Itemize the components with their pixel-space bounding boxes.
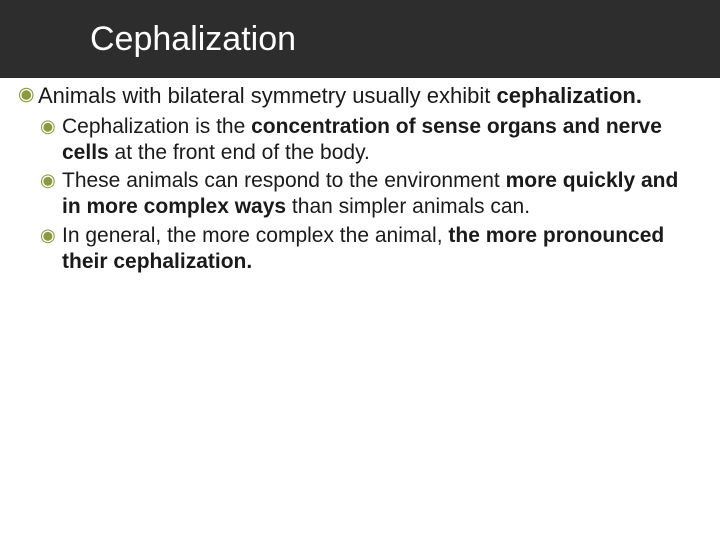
bullet-icon: ◉ bbox=[40, 223, 56, 248]
bullet-text-prefix: In general, the more complex the animal, bbox=[62, 224, 448, 247]
bullet-level2: ◉ Cephalization is the concentration of … bbox=[40, 114, 702, 167]
title-bar: Cephalization bbox=[0, 0, 720, 78]
bullet-level1: ◉ Animals with bilateral symmetry usuall… bbox=[18, 82, 702, 110]
bullet-text-prefix: Animals with bilateral symmetry usually … bbox=[38, 83, 497, 108]
bullet-text-suffix: at the front end of the body. bbox=[109, 141, 370, 164]
bullet-text-suffix: than simpler animals can. bbox=[286, 195, 530, 218]
bullet-icon: ◉ bbox=[40, 114, 56, 139]
bullet-text-prefix: These animals can respond to the environ… bbox=[62, 169, 506, 192]
bullet-level2: ◉ In general, the more complex the anima… bbox=[40, 223, 702, 276]
bullet-text-prefix: Cephalization is the bbox=[62, 115, 251, 138]
bullet-icon: ◉ bbox=[40, 168, 56, 193]
bullet-level2: ◉ These animals can respond to the envir… bbox=[40, 168, 702, 221]
slide-body: ◉ Animals with bilateral symmetry usuall… bbox=[0, 78, 720, 275]
slide-title: Cephalization bbox=[90, 20, 296, 59]
bullet-text-bold: cephalization. bbox=[497, 83, 642, 108]
bullet-icon: ◉ bbox=[18, 82, 35, 108]
